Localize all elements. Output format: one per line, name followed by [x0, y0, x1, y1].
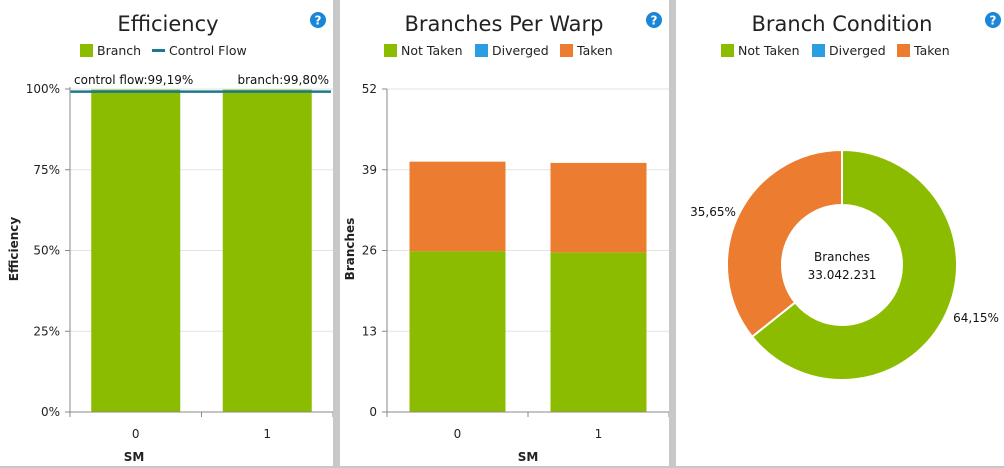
svg-text:?: ? — [651, 14, 658, 28]
help-icon[interactable]: ? — [646, 12, 662, 28]
y-tick-label: 52 — [362, 82, 377, 96]
bar-taken-sm-0 — [409, 161, 506, 252]
legend-diverged-swatch — [812, 44, 825, 57]
legend-not-taken-label: Not Taken — [401, 43, 463, 58]
branches-per-warp-y-title: Branches — [343, 218, 357, 281]
legend-not-taken-swatch — [384, 44, 397, 57]
bar-not-taken-sm-0 — [409, 251, 506, 412]
branch-condition-panel: Branch Condition ? Not Taken Diverged Ta… — [676, 0, 1004, 466]
control-flow-annotation: control flow:99,19% — [74, 73, 193, 87]
donut-center-label: Branches — [814, 250, 870, 264]
y-tick-label: 100% — [26, 82, 60, 96]
legend-control-flow-swatch — [152, 49, 165, 52]
legend-taken-swatch — [897, 44, 910, 57]
slice-label-taken: 35,65% — [690, 205, 736, 219]
y-tick-label: 39 — [362, 163, 377, 177]
help-icon[interactable]: ? — [985, 12, 1001, 28]
donut-center-value: 33.042.231 — [808, 268, 877, 282]
branch-condition-chart: Branch Condition ? Not Taken Diverged Ta… — [690, 12, 1001, 381]
y-tick-label: 0% — [41, 405, 60, 419]
svg-text:?: ? — [990, 14, 997, 28]
branch-annotation: branch:99,80% — [237, 73, 329, 87]
legend-taken-swatch — [560, 44, 573, 57]
branches-per-warp-chart: Branches Per Warp ? Not Taken Diverged T… — [343, 12, 669, 464]
bar-branch-sm-0 — [91, 89, 181, 413]
efficiency-bars — [70, 89, 331, 413]
y-tick-label: 25% — [33, 324, 60, 338]
slice-not-taken — [750, 148, 958, 381]
efficiency-y-title: Efficiency — [7, 217, 21, 282]
bar-branch-sm-1 — [222, 89, 312, 413]
efficiency-x-title: SM — [124, 450, 145, 464]
help-icon[interactable]: ? — [310, 12, 326, 28]
x-tick-label: 0 — [454, 427, 462, 441]
y-tick-label: 13 — [362, 324, 377, 338]
branches-per-warp-y-ticks: 0 13 26 39 52 — [362, 82, 387, 419]
efficiency-panel: Efficiency ? Branch Control Flow control… — [0, 0, 333, 466]
legend-not-taken-label: Not Taken — [738, 43, 800, 58]
legend-not-taken-swatch — [721, 44, 734, 57]
y-tick-label: 75% — [33, 163, 60, 177]
legend-taken-label: Taken — [913, 43, 950, 58]
slice-label-not-taken: 64,15% — [953, 311, 999, 325]
branch-condition-title: Branch Condition — [752, 12, 933, 36]
branch-condition-donut — [726, 148, 958, 381]
x-tick-label: 0 — [132, 427, 140, 441]
slice-taken — [726, 148, 843, 339]
efficiency-chart: Efficiency ? Branch Control Flow control… — [7, 12, 333, 464]
x-tick-label: 1 — [263, 427, 271, 441]
bar-taken-sm-1 — [550, 162, 647, 253]
legend-diverged-swatch — [475, 44, 488, 57]
svg-text:?: ? — [315, 14, 322, 28]
y-tick-label: 26 — [362, 244, 377, 258]
y-tick-label: 50% — [33, 244, 60, 258]
bar-not-taken-sm-1 — [550, 252, 647, 412]
legend-taken-label: Taken — [576, 43, 613, 58]
branches-per-warp-title: Branches Per Warp — [404, 12, 603, 36]
legend-diverged-label: Diverged — [492, 43, 549, 58]
branches-per-warp-panel: Branches Per Warp ? Not Taken Diverged T… — [340, 0, 669, 466]
legend-branch-swatch — [80, 44, 93, 57]
x-tick-label: 1 — [595, 427, 603, 441]
efficiency-y-ticks: 0% 25% 50% 75% 100% — [26, 82, 70, 419]
legend-diverged-label: Diverged — [829, 43, 886, 58]
legend-control-flow-label: Control Flow — [169, 43, 247, 58]
y-tick-label: 0 — [369, 405, 377, 419]
legend-branch-label: Branch — [97, 43, 141, 58]
branches-per-warp-bars — [409, 161, 647, 412]
branches-per-warp-x-title: SM — [518, 450, 539, 464]
efficiency-title: Efficiency — [117, 12, 218, 36]
